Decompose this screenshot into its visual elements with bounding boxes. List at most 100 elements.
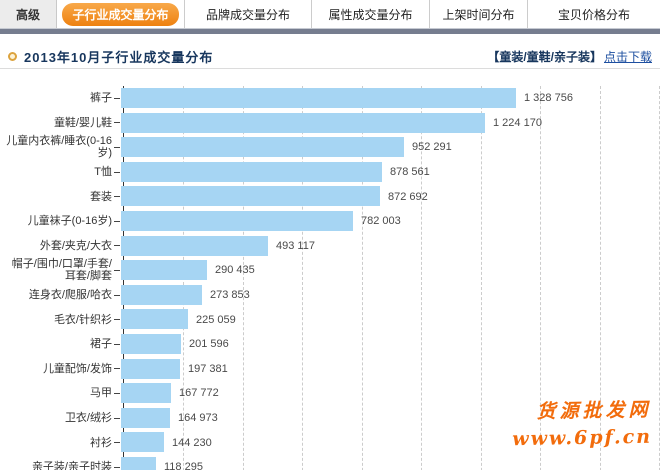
gridline bbox=[362, 86, 363, 470]
plot-cell: 225 059 bbox=[120, 307, 660, 332]
plot-cell: 167 772 bbox=[120, 381, 660, 406]
category-label: 外套/夹克/大衣 bbox=[39, 239, 112, 252]
plot-cell: 290 435 bbox=[120, 258, 660, 283]
gridline bbox=[481, 86, 482, 470]
header-right: 【童装/童鞋/亲子装】 点击下载 bbox=[487, 48, 652, 65]
plot-cell: 493 117 bbox=[120, 234, 660, 259]
bar bbox=[121, 358, 180, 379]
chart-row: 毛衣/针织衫 225 059 bbox=[0, 307, 660, 332]
value-label: 167 772 bbox=[179, 387, 219, 400]
chart-rows: 裤子 1 328 756 童鞋/婴儿鞋 1 224 170 儿童内衣裤/睡衣(0-16岁… bbox=[0, 86, 660, 470]
watermark: 货源批发网 www.6pf.cn bbox=[512, 397, 653, 453]
axis-tick bbox=[114, 442, 120, 444]
axis-tick bbox=[114, 294, 120, 296]
bar bbox=[121, 383, 171, 404]
plot-cell: 952 291 bbox=[120, 135, 660, 160]
plot-cell: 872 692 bbox=[120, 184, 660, 209]
plot-cell: 118 295 bbox=[120, 455, 660, 470]
tab-item[interactable]: 属性成交量分布 bbox=[312, 0, 430, 28]
category-label: 裙子 bbox=[90, 338, 112, 351]
bar bbox=[121, 235, 268, 256]
tab-list: 子行业成交量分布 品牌成交量分布 属性成交量分布 上架时间分布 宝贝价格分布 bbox=[57, 0, 660, 28]
category-label: T恤 bbox=[94, 166, 112, 179]
plot-cell: 1 328 756 bbox=[120, 86, 660, 111]
axis-tick bbox=[114, 368, 120, 370]
download-link[interactable]: 点击下载 bbox=[603, 49, 652, 64]
axis-tick bbox=[114, 269, 120, 271]
chart-row: T恤 878 561 bbox=[0, 160, 660, 185]
bar bbox=[121, 284, 202, 305]
value-label: 197 381 bbox=[188, 362, 228, 375]
tab-advanced[interactable]: 高级 bbox=[0, 0, 57, 28]
chart-row: 套装 872 692 bbox=[0, 184, 660, 209]
section-header: 2013年10月子行业成交量分布 【童装/童鞋/亲子装】 点击下载 bbox=[0, 46, 660, 66]
gridline bbox=[600, 86, 601, 470]
category-label: 儿童内衣裤/睡衣(0-16岁) bbox=[6, 135, 112, 160]
section-bullet-icon bbox=[8, 51, 17, 61]
chart-row: 衬衫 144 230 bbox=[0, 430, 660, 455]
chart-row: 外套/夹克/大衣 493 117 bbox=[0, 234, 660, 259]
tab-item[interactable]: 宝贝价格分布 bbox=[528, 0, 660, 28]
value-label: 782 003 bbox=[361, 215, 401, 228]
chart-row: 童鞋/婴儿鞋 1 224 170 bbox=[0, 111, 660, 136]
bar bbox=[121, 112, 485, 133]
gridline bbox=[243, 86, 244, 470]
bar bbox=[121, 260, 207, 281]
value-label: 144 230 bbox=[172, 436, 212, 449]
value-label: 118 295 bbox=[164, 461, 203, 470]
plot-cell: 164 973 bbox=[120, 406, 660, 431]
tab-item[interactable]: 子行业成交量分布 bbox=[57, 0, 185, 28]
bar bbox=[121, 309, 188, 330]
category-label: 亲子装/亲子时装 bbox=[31, 461, 112, 470]
chart-row: 亲子装/亲子时装 118 295 bbox=[0, 455, 660, 470]
axis-tick bbox=[114, 392, 120, 394]
axis-tick bbox=[114, 122, 120, 124]
tab-item[interactable]: 上架时间分布 bbox=[430, 0, 528, 28]
plot-cell: 1 224 170 bbox=[120, 111, 660, 136]
category-label: 套装 bbox=[90, 190, 112, 203]
value-label: 290 435 bbox=[215, 264, 255, 277]
active-tab-pill[interactable]: 子行业成交量分布 bbox=[62, 2, 179, 26]
category-label: 卫衣/绒衫 bbox=[64, 412, 112, 425]
chart-row: 儿童内衣裤/睡衣(0-16岁) 952 291 bbox=[0, 135, 660, 160]
value-label: 273 853 bbox=[210, 289, 250, 302]
category-label: 连身衣/爬服/哈衣 bbox=[28, 289, 112, 302]
bar bbox=[121, 186, 380, 207]
value-label: 872 692 bbox=[388, 190, 428, 203]
plot-cell: 197 381 bbox=[120, 357, 660, 382]
axis-tick bbox=[114, 319, 120, 321]
chart-row: 儿童配饰/发饰 197 381 bbox=[0, 357, 660, 382]
category-label: 儿童配饰/发饰 bbox=[42, 362, 112, 375]
chart-row: 马甲 167 772 bbox=[0, 381, 660, 406]
tab-item[interactable]: 品牌成交量分布 bbox=[185, 0, 312, 28]
gridline bbox=[421, 86, 422, 470]
value-label: 952 291 bbox=[412, 141, 452, 154]
category-label: 裤子 bbox=[90, 92, 112, 105]
chart-row: 卫衣/绒衫 164 973 bbox=[0, 406, 660, 431]
value-label: 1 328 756 bbox=[524, 92, 573, 105]
tabbar-bottom-strip bbox=[0, 28, 660, 34]
axis-tick bbox=[114, 196, 120, 198]
gridline bbox=[540, 86, 541, 470]
watermark-line2: www.6pf.cn bbox=[512, 425, 653, 451]
category-scope-label: 【童装/童鞋/亲子装】 bbox=[487, 49, 602, 64]
axis-tick bbox=[114, 245, 120, 247]
bar bbox=[121, 161, 382, 182]
axis-tick bbox=[114, 97, 120, 99]
page-title: 2013年10月子行业成交量分布 bbox=[24, 49, 214, 65]
axis-tick bbox=[114, 171, 120, 173]
chart-row: 裙子 201 596 bbox=[0, 332, 660, 357]
category-label: 儿童袜子(0-16岁) bbox=[27, 215, 112, 228]
watermark-line1: 货源批发网 bbox=[536, 398, 652, 423]
bar bbox=[121, 333, 181, 354]
bar bbox=[121, 432, 164, 453]
bar-chart: 裤子 1 328 756 童鞋/婴儿鞋 1 224 170 儿童内衣裤/睡衣(0-16岁… bbox=[0, 86, 660, 470]
plot-cell: 273 853 bbox=[120, 283, 660, 308]
category-label: 衬衫 bbox=[90, 436, 112, 449]
header-divider bbox=[0, 68, 660, 69]
bar bbox=[121, 210, 353, 231]
value-label: 1 224 170 bbox=[493, 116, 542, 129]
axis-tick bbox=[114, 417, 120, 419]
plot-cell: 782 003 bbox=[120, 209, 660, 234]
